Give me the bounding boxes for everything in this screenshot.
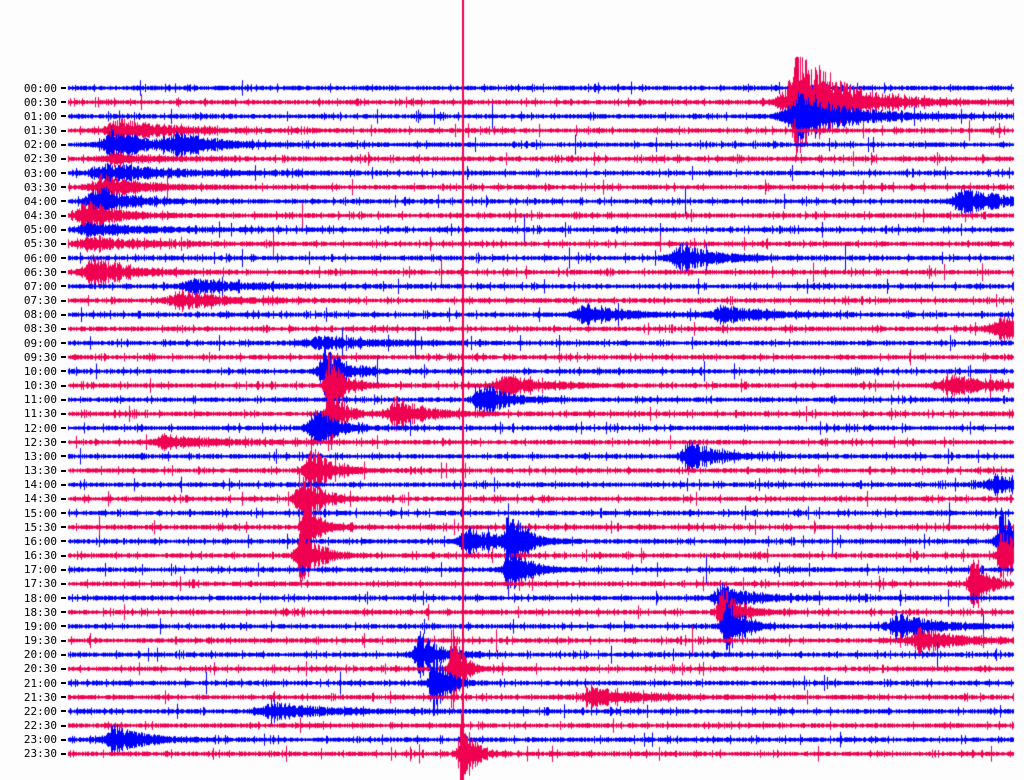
time-axis-tick [61, 696, 66, 699]
time-axis-tick [61, 242, 66, 245]
time-axis-label: 04:00 [23, 194, 57, 208]
time-axis-tick [61, 427, 66, 429]
time-axis-tick [61, 625, 66, 628]
time-axis-label: 20:00 [23, 648, 57, 662]
time-axis-tick [61, 682, 66, 684]
time-axis-label: 22:00 [23, 704, 57, 718]
time-axis-tick [61, 483, 66, 486]
time-axis-label: 14:00 [23, 478, 57, 492]
time-axis-label: 20:30 [23, 662, 57, 676]
time-axis-label: 21:00 [23, 676, 57, 690]
time-axis-tick [61, 384, 66, 387]
time-axis-tick [61, 526, 66, 529]
time-axis-tick [61, 582, 66, 585]
time-axis-label: 19:00 [23, 619, 57, 633]
time-axis-tick [61, 200, 66, 203]
time-axis-label: 07:30 [23, 294, 57, 307]
time-axis-label: 10:30 [23, 379, 57, 392]
time-axis-label: 12:00 [23, 421, 57, 435]
time-axis-label: 04:30 [23, 209, 57, 222]
time-axis-label: 15:00 [23, 506, 57, 520]
time-axis-tick [61, 257, 66, 259]
time-axis-label: 08:30 [23, 322, 57, 336]
time-axis-tick [61, 611, 66, 614]
time-axis-label: 10:00 [23, 364, 57, 378]
time-axis-tick [61, 568, 66, 571]
time-axis-tick [61, 356, 66, 359]
time-axis-tick [61, 285, 66, 288]
time-axis-tick [61, 214, 66, 217]
time-axis-label: 05:30 [23, 237, 57, 251]
time-axis-tick [61, 129, 66, 132]
time-axis-tick [61, 313, 66, 316]
time-axis-label: 18:30 [23, 605, 57, 619]
time-axis-tick [61, 653, 66, 656]
time-axis-tick [61, 710, 66, 713]
time-axis-label: 06:00 [23, 251, 57, 265]
time-axis-tick [61, 271, 66, 274]
time-axis-label: 14:30 [23, 492, 57, 506]
time-axis-label: 07:00 [23, 279, 57, 293]
time-axis-label: 08:00 [23, 308, 57, 322]
time-axis-tick [61, 469, 66, 472]
time-axis-label: 15:30 [23, 520, 57, 534]
time-axis-label: 03:30 [23, 180, 57, 194]
time-axis-tick [61, 512, 66, 514]
time-axis-label: 13:00 [23, 449, 57, 463]
time-axis-label: 00:30 [23, 95, 57, 109]
time-axis-tick [61, 540, 66, 543]
time-axis-label: 22:30 [23, 719, 57, 732]
time-axis-label: 02:30 [23, 152, 57, 166]
time-axis-tick [61, 724, 66, 727]
time-axis-label: 17:00 [23, 563, 57, 577]
time-axis-label: 18:00 [23, 591, 57, 605]
time-axis-label: 17:30 [23, 577, 57, 591]
time-axis-label: 09:30 [23, 350, 57, 364]
time-axis-label: 01:00 [23, 109, 57, 123]
time-axis-label: 16:00 [23, 534, 57, 548]
time-axis-tick [61, 101, 66, 104]
time-axis-label: 05:00 [23, 223, 57, 237]
time-axis-tick [61, 738, 66, 741]
time-axis-label: 06:30 [23, 265, 57, 279]
time-axis-tick [61, 172, 66, 174]
time-axis-label: 11:30 [23, 407, 57, 421]
time-axis-label: 16:30 [23, 549, 57, 562]
time-axis-tick [61, 87, 66, 89]
time-axis-tick [61, 342, 66, 344]
time-axis-tick [61, 497, 66, 500]
time-axis-tick [61, 186, 66, 189]
time-axis-label: 09:00 [23, 336, 57, 350]
time-axis-label: 23:30 [23, 747, 57, 761]
time-axis-tick [61, 597, 66, 599]
time-axis-label: 00:00 [23, 81, 57, 95]
time-axis-tick [61, 398, 66, 401]
time-axis-label: 01:30 [23, 124, 57, 137]
time-axis-label: 23:00 [23, 733, 57, 747]
time-axis-tick [61, 228, 66, 231]
time-axis-label: 21:30 [23, 690, 57, 704]
time-axis-tick [61, 143, 66, 146]
time-axis-tick [61, 752, 66, 755]
time-axis-tick [61, 157, 66, 160]
time-axis-label: 11:00 [23, 393, 57, 407]
time-axis-tick [61, 412, 66, 415]
time-axis-label: 13:30 [23, 464, 57, 477]
time-axis-tick [61, 441, 66, 444]
time-axis-tick [61, 455, 66, 458]
time-axis-label: 03:00 [23, 166, 57, 180]
time-axis-tick [61, 370, 66, 373]
time-axis-tick [61, 327, 66, 330]
time-axis-tick [61, 554, 66, 557]
time-axis-label: 12:30 [23, 435, 57, 449]
time-axis-tick [61, 299, 66, 302]
time-axis-tick [61, 667, 66, 670]
time-axis-tick [61, 115, 66, 118]
time-axis-label: 02:00 [23, 138, 57, 152]
time-axis: 00:00 00:30 01:00 01:30 02:00 02:30 03:00 03:30… [0, 0, 66, 780]
time-axis-tick [61, 639, 66, 642]
time-axis-label: 19:30 [23, 634, 57, 647]
